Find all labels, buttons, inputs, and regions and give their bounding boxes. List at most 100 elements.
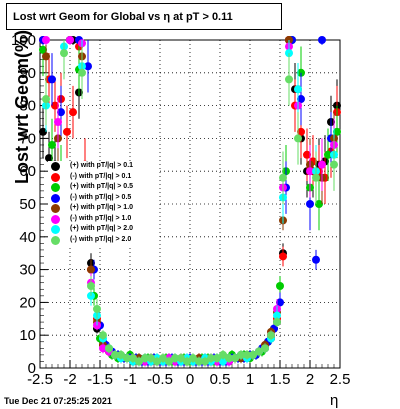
data-point (99, 331, 107, 340)
y-tick-label: 30 (19, 262, 36, 279)
data-point (276, 298, 284, 307)
data-point (87, 265, 95, 274)
y-tick-label: 70 (19, 130, 36, 147)
legend-marker (51, 162, 60, 171)
x-tick-label: 1.5 (270, 371, 291, 388)
data-point (48, 140, 56, 149)
data-point (78, 68, 86, 77)
data-point (306, 200, 314, 208)
legend-item: (-) with pT/|q| > 2.0 (48, 235, 158, 245)
data-point (273, 318, 281, 327)
legend-item: (+) with pT/|q| > 1.0 (48, 203, 158, 213)
legend-marker (51, 225, 60, 234)
x-tick-label: 0 (186, 371, 194, 388)
y-tick-label: 20 (19, 294, 36, 311)
data-point (333, 127, 341, 136)
legend-label: (+) with pT/|q| > 0.5 (70, 183, 134, 190)
data-point (147, 354, 155, 363)
data-point (294, 85, 302, 94)
data-point (201, 357, 209, 366)
chart-title: Lost wrt Geom for Global vs η at pT > 0.… (6, 3, 282, 30)
legend: (+) with pT/|q| > 0.1 (-) with pT/|q| > … (48, 161, 158, 247)
x-tick-label: -0.5 (147, 371, 173, 388)
data-point (195, 357, 203, 366)
data-point (267, 331, 275, 340)
data-point (51, 101, 59, 110)
data-point (315, 200, 323, 208)
chart-ticks: -2.5 -2 -1.5 -1 -0.5 0 0.5 1 1.5 2 2.5 0 10 20 30 40 50 6… (11, 32, 350, 388)
data-point (237, 350, 245, 359)
data-point (330, 160, 338, 169)
legend-item: (-) with pT/|q| > 0.1 (48, 172, 158, 182)
data-point (303, 150, 311, 159)
data-point (306, 167, 314, 176)
data-point (177, 354, 185, 363)
data-point (171, 354, 179, 363)
x-tick-label: -2 (63, 371, 76, 388)
data-point (297, 95, 305, 104)
x-tick-label: 2.5 (330, 371, 351, 388)
legend-label: (-) with pT/|q| > 0.5 (70, 193, 132, 201)
data-point (141, 354, 149, 363)
data-point (318, 36, 326, 44)
data-point (243, 350, 251, 359)
data-point (213, 354, 221, 363)
data-point (153, 357, 161, 366)
data-point (279, 252, 287, 261)
x-tick-label: -2.5 (27, 371, 53, 388)
data-point (273, 311, 281, 320)
data-point (54, 118, 62, 126)
data-point (165, 357, 173, 366)
data-point (312, 173, 320, 182)
data-point (42, 95, 50, 104)
legend-item: (+) with pT/|q| > 2.0 (48, 224, 158, 234)
data-point (249, 350, 257, 359)
data-point (123, 354, 131, 363)
x-tick-label: 1 (246, 371, 254, 388)
data-point (324, 150, 332, 159)
data-point (183, 357, 191, 366)
data-point (207, 354, 215, 363)
data-point (219, 350, 227, 359)
data-point (42, 52, 50, 61)
data-point (45, 154, 53, 163)
data-point (60, 49, 68, 58)
legend-marker (51, 193, 60, 203)
legend-label: (+) with pT/|q| > 2.0 (70, 225, 134, 232)
data-point (87, 282, 95, 290)
y-tick-label: 10 (19, 327, 36, 344)
data-point (297, 127, 305, 136)
data-point (99, 344, 107, 353)
data-point (69, 108, 77, 117)
y-tick-label: 40 (19, 229, 36, 246)
data-point (318, 160, 326, 169)
legend-marker (51, 235, 60, 245)
x-axis-title: η (330, 392, 339, 409)
data-point (39, 127, 47, 136)
data-point (105, 344, 113, 353)
legend-label: (+) with pT/|q| > 0.1 (70, 162, 134, 169)
data-point (42, 36, 50, 44)
data-point (255, 347, 263, 356)
data-point (111, 350, 119, 359)
data-point (285, 75, 293, 84)
data-point (312, 255, 320, 264)
data-point (39, 45, 47, 54)
legend-item: (+) with pT/|q| > 0.5 (48, 182, 158, 192)
timestamp: Tue Dec 21 07:25:25 2021 (4, 396, 112, 406)
legend-marker (51, 214, 60, 224)
data-point (63, 127, 71, 136)
data-point (189, 354, 197, 363)
data-point (117, 350, 125, 359)
y-tick-label: 90 (19, 65, 36, 82)
x-tick-label: -1.5 (87, 371, 113, 388)
data-point (135, 357, 143, 366)
data-point (294, 134, 302, 143)
data-point (219, 357, 227, 366)
y-tick-label: 50 (19, 196, 36, 213)
data-point (93, 304, 101, 313)
data-point (129, 354, 137, 363)
data-point (231, 354, 239, 363)
y-tick-label: 100 (11, 32, 36, 49)
